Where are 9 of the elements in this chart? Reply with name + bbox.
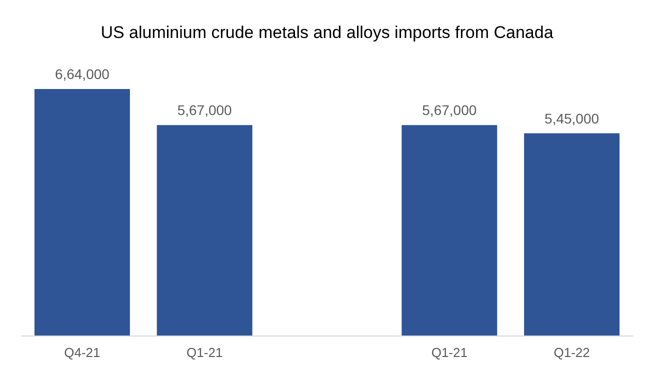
x-tick-label: Q1-21 <box>431 345 468 360</box>
x-tick-label: Q1-22 <box>554 345 590 360</box>
chart-title: US aluminium crude metals and alloys imports from Canada <box>100 23 554 42</box>
data-label: 5,45,000 <box>544 110 600 126</box>
x-tick-label: Q4-21 <box>64 345 100 360</box>
x-tick-label: Q1-21 <box>186 345 223 360</box>
data-label: 6,64,000 <box>54 66 110 82</box>
data-label: 5,67,000 <box>422 102 477 118</box>
data-label: 5,67,000 <box>177 102 232 118</box>
